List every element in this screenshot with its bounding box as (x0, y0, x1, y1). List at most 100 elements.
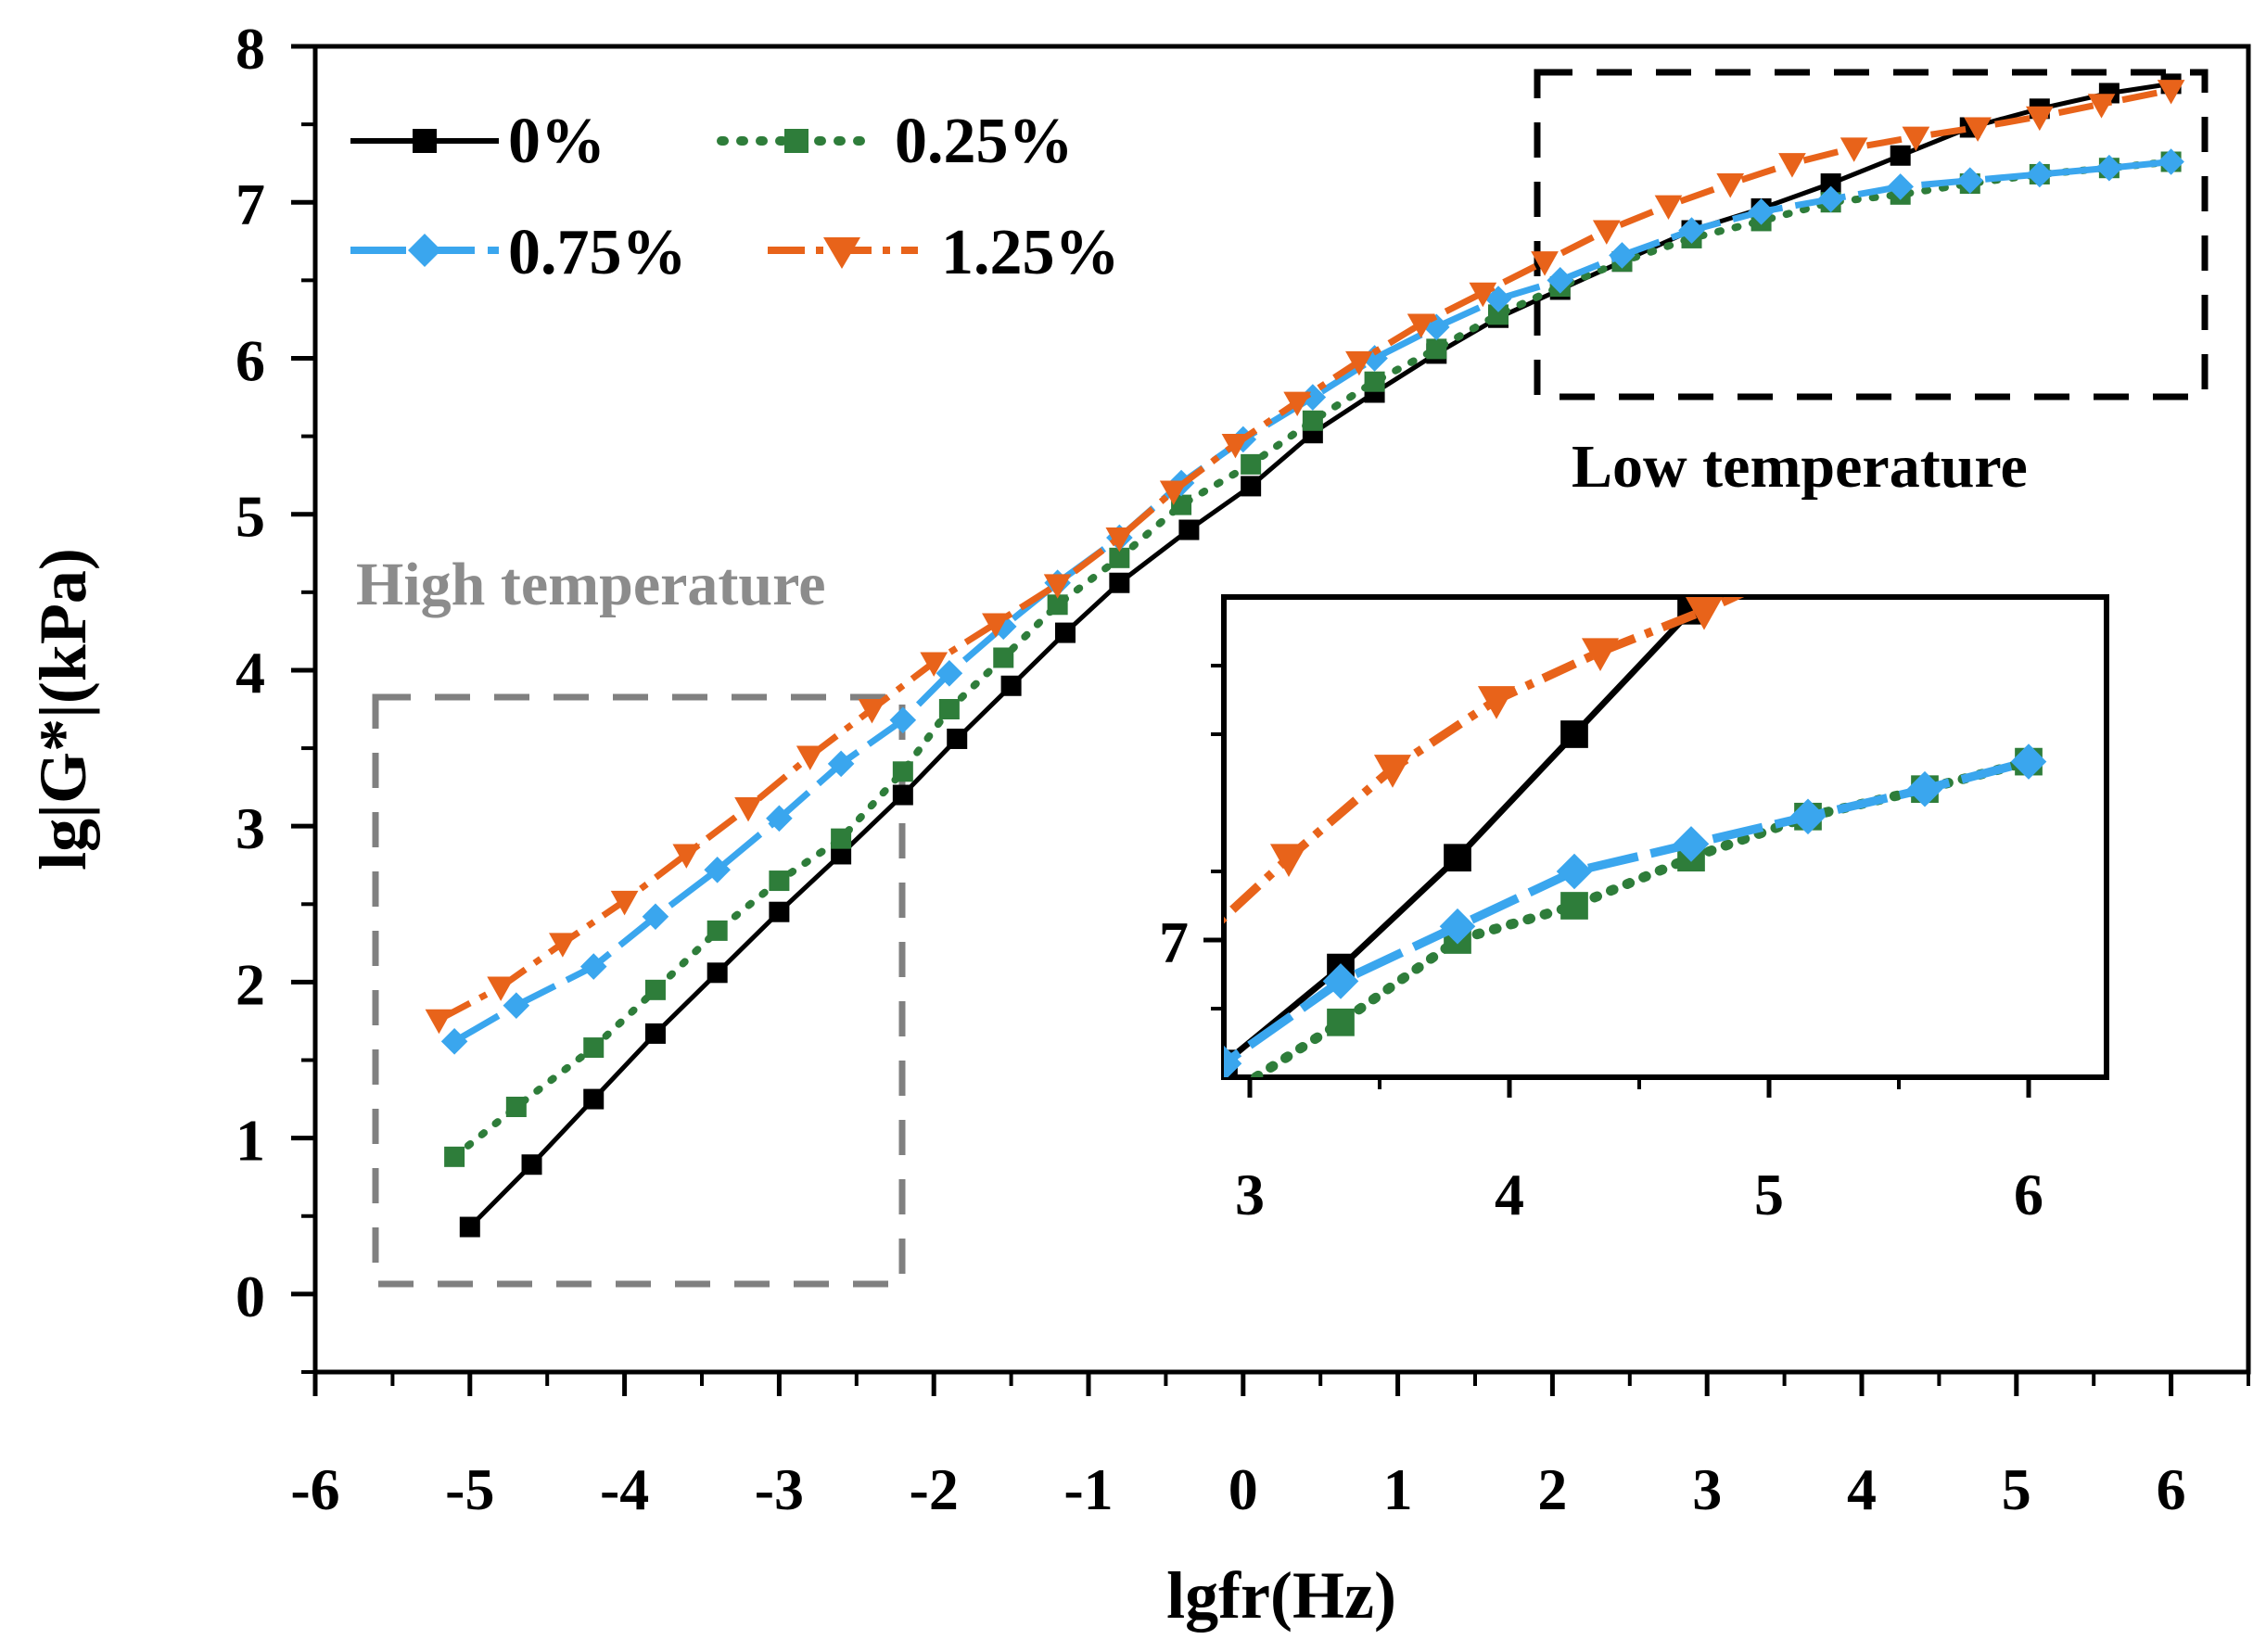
series-point-2 (1817, 185, 1844, 213)
series-point-2 (2095, 154, 2123, 182)
series-point-0 (1000, 675, 1022, 696)
x-tick-label: 0 (1228, 1456, 1258, 1522)
series-point-0 (1794, 515, 1822, 542)
series-point-3 (2025, 106, 2054, 132)
series-point-0 (1093, 1187, 1121, 1214)
series-point-1 (993, 647, 1014, 668)
low-temperature-label: Low temperature (1572, 433, 2028, 501)
series-point-3 (1964, 117, 1992, 142)
series-point-0 (1054, 622, 1076, 643)
series-point-1 (892, 761, 913, 782)
y-tick-label: 7 (236, 172, 265, 237)
series-point-1 (938, 699, 960, 719)
series-point-2 (704, 856, 731, 883)
series-point-2 (1224, 1045, 1242, 1077)
series-point-0 (769, 901, 790, 922)
series-point-3 (1345, 350, 1373, 376)
legend-item-0: 0% (350, 106, 605, 177)
series-line-0 (468, 81, 2171, 1229)
series-point-3 (425, 1009, 453, 1035)
series-point-1 (707, 920, 728, 941)
y-tick-label: 4 (236, 640, 265, 705)
inset-x-tick-label: 6 (2014, 1162, 2043, 1227)
series-point-1 (644, 979, 666, 1000)
series-point-3 (1902, 126, 1930, 151)
x-tick-label: 5 (2002, 1456, 2031, 1522)
series-point-3 (1716, 173, 1745, 198)
series-point-1 (1047, 594, 1068, 616)
x-tick-labels: -6 -5 -4 -3 -2 -1 0 1 2 3 4 5 6 (290, 1456, 2185, 1522)
y-tick-label: 8 (236, 16, 265, 82)
series-point-0 (459, 1216, 480, 1238)
series-point-3 (1654, 195, 1683, 220)
x-tick-label: -4 (600, 1456, 649, 1522)
inset-y-tick-label: 7 (1159, 909, 1189, 975)
series-point-2 (1439, 908, 1476, 945)
x-tick-label: 4 (1847, 1456, 1877, 1522)
series-point-3 (1778, 153, 1806, 178)
y-tick-label: 2 (236, 951, 265, 1017)
series-point-3 (1221, 434, 1250, 459)
series-point-1 (583, 1037, 605, 1059)
legend-item-3: 1.25% (768, 217, 1120, 288)
series-point-3 (1105, 527, 1134, 553)
series-point-3 (2157, 80, 2185, 105)
legend-item-1: 0.25% (717, 106, 1074, 177)
series-point-0 (1820, 173, 1841, 195)
series-point-2 (503, 992, 530, 1019)
series-point-3 (1840, 137, 1868, 162)
series-line-2 (452, 159, 2171, 1045)
y-tick-label: 3 (236, 795, 265, 861)
series-point-1 (1560, 892, 1588, 920)
series-point-1 (831, 828, 852, 849)
series-point-3 (1373, 755, 1412, 788)
series-point-0 (831, 844, 852, 865)
series-point-2 (1906, 770, 1943, 807)
x-axis-title: lgfr(Hz) (1166, 1558, 1396, 1633)
series-point-2 (1887, 173, 1914, 200)
series-point-1 (1302, 410, 1323, 431)
low-temperature-box (1534, 69, 2209, 400)
legend: 0% 0.25% 0.75% 1.25% (350, 106, 1120, 288)
series-point-2 (1789, 798, 1827, 835)
high-temperature-label: High temperature (356, 551, 826, 618)
x-tick-label: -1 (1063, 1456, 1113, 1522)
series-point-0 (1109, 572, 1130, 593)
series-point-0 (707, 962, 728, 984)
series-point-2 (1322, 963, 1359, 999)
series-point-0 (1241, 476, 1262, 497)
inset-x-tick-label: 4 (1495, 1162, 1524, 1227)
series-point-1 (1426, 338, 1447, 360)
series-point-2 (2026, 160, 2054, 188)
series-point-0 (644, 1023, 666, 1044)
series-line-1 (451, 158, 2175, 1161)
series-point-3 (1581, 638, 1620, 671)
series-point-2 (1748, 198, 1775, 225)
series-point-2 (642, 903, 669, 931)
series-point-3 (796, 745, 824, 770)
series-point-0 (1178, 519, 1200, 540)
series-point-2 (1484, 286, 1512, 312)
series-point-0 (1890, 145, 1911, 166)
series-point-2 (2158, 148, 2184, 175)
series-point-3 (920, 652, 948, 677)
plot-area (312, 44, 2251, 1375)
series-point-3 (858, 699, 886, 724)
series-point-2 (889, 706, 917, 734)
series-point-3 (1283, 391, 1312, 416)
series-point-3 (610, 890, 639, 916)
series-point-3 (1269, 844, 1308, 877)
series-point-1 (1364, 371, 1385, 392)
y-axis-title: lg|G*|(kPa) (26, 548, 100, 870)
series-point-0 (892, 784, 913, 806)
series-point-3 (1043, 574, 1072, 599)
series-point-3 (1592, 220, 1621, 245)
series-point-3 (734, 796, 762, 822)
series-point-3 (1531, 251, 1559, 276)
series-point-0 (2015, 405, 2043, 433)
series-point-2 (936, 660, 963, 687)
x-tick-label: -3 (755, 1456, 804, 1522)
series-point-3 (1159, 480, 1188, 505)
legend-label-2: 0.75% (508, 217, 687, 288)
